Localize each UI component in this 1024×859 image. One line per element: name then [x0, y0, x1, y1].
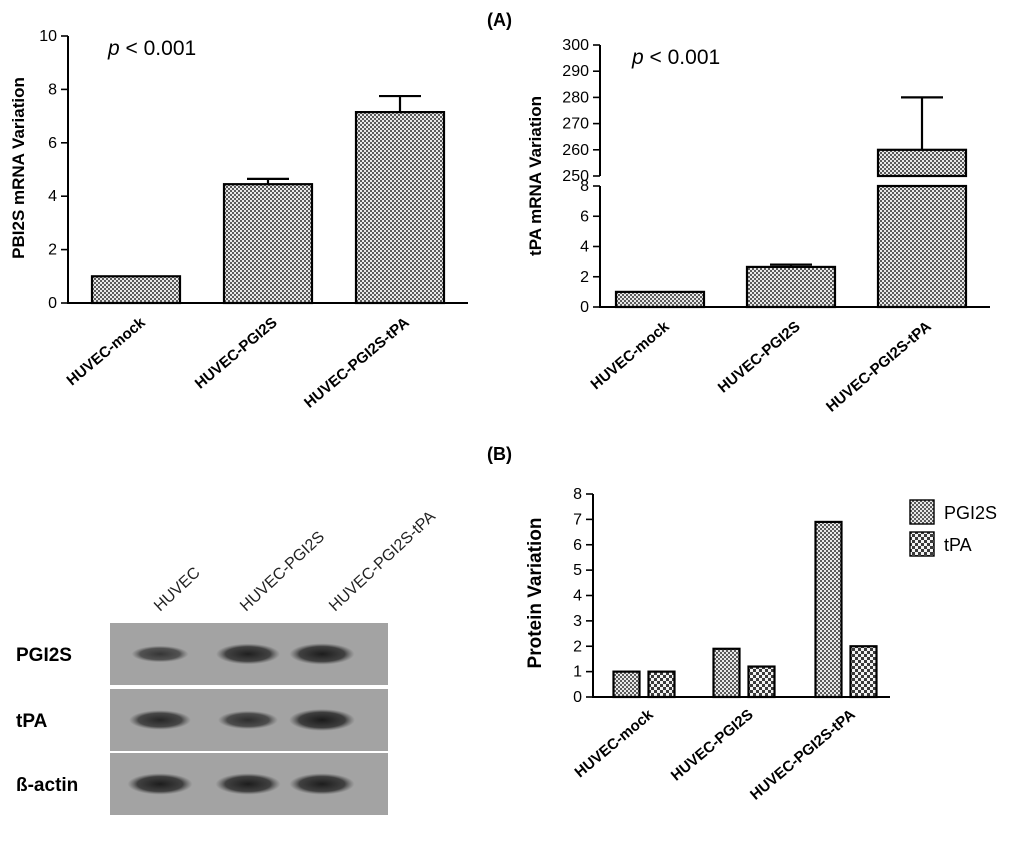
- p-symbol: p: [107, 37, 120, 60]
- y-tick-label: 5: [573, 562, 582, 579]
- chart-a-left: PBI2S mRNA Variation p < 0.001 0 2 4 6 8 10 H…: [9, 28, 468, 412]
- y-tick-label: 250: [562, 168, 589, 185]
- y-axis-label: PBI2S mRNA Variation: [9, 77, 28, 259]
- y-tick-label: 2: [573, 638, 582, 655]
- y-tick-label: 8: [580, 178, 589, 195]
- blot-band: [289, 709, 355, 731]
- blot-band: [289, 643, 355, 665]
- blot-row-label: PGI2S: [16, 645, 72, 666]
- blot-row-label: tPA: [16, 711, 48, 732]
- legend: PGI2S tPA: [909, 499, 997, 557]
- bar-huvec-pgi2s-tpa: [354, 110, 446, 305]
- blot-band: [218, 710, 278, 730]
- blot-band: [216, 643, 280, 665]
- bar-tpa-huvec-mock: [647, 670, 676, 699]
- bar-tpa-huvec-pgi2s-tpa: [849, 645, 878, 699]
- y-tick-label: 0: [580, 299, 589, 316]
- p-value-annotation: p < 0.001: [107, 37, 196, 60]
- y-axis-label: tPA mRNA Variation: [526, 96, 545, 256]
- blot-band: [289, 773, 355, 795]
- bar-huvec-mock: [90, 275, 182, 305]
- x-tick-label: HUVEC-PGI2S-tPA: [823, 318, 935, 416]
- p-value-annotation: p < 0.001: [631, 46, 720, 69]
- x-tick-label: HUVEC-PGI2S-tPA: [747, 706, 859, 804]
- x-tick-label: HUVEC-PGI2S: [715, 318, 804, 396]
- bar-huvec-pgi2s-tpa-lower: [876, 184, 968, 309]
- y-tick-label: 10: [39, 28, 57, 45]
- y-tick-label: 4: [580, 239, 589, 256]
- y-tick-label: 8: [48, 81, 57, 98]
- y-tick-label: 290: [562, 63, 589, 80]
- legend-label: PGI2S: [944, 503, 997, 523]
- legend-label: tPA: [944, 535, 972, 555]
- y-tick-label: 7: [573, 511, 582, 528]
- blot-band: [127, 773, 193, 795]
- y-tick-label: 8: [573, 486, 582, 503]
- x-tick-label: HUVEC-PGI2S-tPA: [301, 314, 413, 412]
- bar-huvec-pgi2s-tpa-upper: [876, 148, 968, 178]
- y-tick-label: 0: [48, 295, 57, 312]
- y-tick-label: 2: [580, 269, 589, 286]
- bar-pgi2s-huvec-pgi2s-tpa: [814, 520, 843, 699]
- y-tick-label: 4: [573, 588, 582, 605]
- bar-pgi2s-huvec-mock: [612, 670, 641, 699]
- y-tick-label: 3: [573, 613, 582, 630]
- bar-pgi2s-huvec-pgi2s: [712, 647, 741, 699]
- x-tick-label: HUVEC-mock: [588, 318, 673, 394]
- bar-huvec-pgi2s: [745, 265, 837, 309]
- x-tick-label: HUVEC-PGI2S: [668, 706, 757, 784]
- x-tick-label: HUVEC-PGI2S: [192, 314, 281, 392]
- blot-band: [129, 710, 191, 730]
- panel-label-a: (A): [487, 10, 512, 30]
- y-tick-label: 260: [562, 142, 589, 159]
- y-tick-label: 2: [48, 242, 57, 259]
- p-threshold: < 0.001: [120, 37, 196, 60]
- axes-frame: [599, 45, 990, 308]
- blot-band: [215, 773, 281, 795]
- y-axis-label: Protein Variation: [525, 518, 546, 669]
- y-tick-label: 6: [580, 208, 589, 225]
- y-tick-label: 6: [48, 135, 57, 152]
- x-tick-label: HUVEC-mock: [572, 706, 657, 782]
- bar-tpa-huvec-pgi2s: [747, 665, 776, 699]
- axes-frame: [67, 36, 468, 304]
- y-tick-label: 0: [573, 689, 582, 706]
- y-tick-label: 4: [48, 188, 57, 205]
- y-tick-label: 6: [573, 537, 582, 554]
- bar-huvec-mock: [614, 290, 706, 309]
- panel-label-b: (B): [487, 444, 512, 464]
- axes-frame: [592, 494, 890, 698]
- p-threshold: < 0.001: [644, 46, 720, 69]
- y-tick-label: 280: [562, 89, 589, 106]
- y-tick-label: 300: [562, 37, 589, 54]
- p-symbol: p: [631, 46, 644, 69]
- bar-huvec-pgi2s: [222, 183, 314, 305]
- legend-swatch: [909, 531, 935, 557]
- blot-row-label: ß-actin: [16, 775, 78, 796]
- y-tick-label: 1: [573, 664, 582, 681]
- x-tick-label: HUVEC-mock: [64, 314, 149, 390]
- legend-swatch: [909, 499, 935, 525]
- y-tick-label: 270: [562, 116, 589, 133]
- blot-band: [131, 645, 189, 663]
